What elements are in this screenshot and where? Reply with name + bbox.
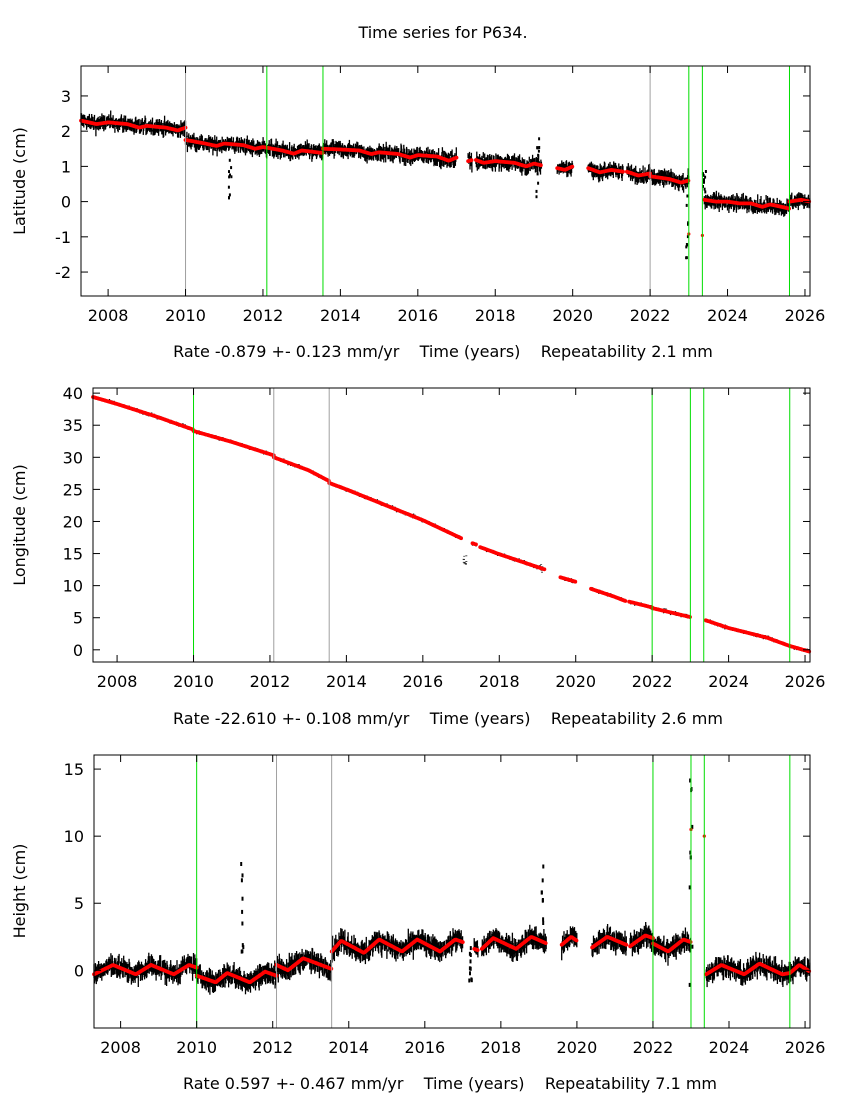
model-point bbox=[621, 169, 625, 174]
y-tick-label: -2 bbox=[55, 263, 71, 282]
x-tick-label: 2026 bbox=[785, 306, 826, 325]
plot-frame bbox=[80, 65, 811, 297]
x-axis-label: Rate -22.610 +- 0.108 mm/yr Time (years)… bbox=[173, 709, 723, 728]
y-tick-label: 20 bbox=[63, 512, 83, 531]
x-tick-label: 2016 bbox=[402, 672, 443, 691]
model-series bbox=[91, 395, 812, 654]
y-tick-label: 2 bbox=[61, 122, 71, 141]
y-tick-label: 3 bbox=[61, 87, 71, 106]
x-tick-label: 2014 bbox=[326, 672, 367, 691]
model-series bbox=[79, 118, 812, 238]
x-tick-label: 2018 bbox=[479, 672, 520, 691]
model-point bbox=[474, 542, 478, 547]
height-panel: Height (cm) Rate 0.597 +- 0.467 mm/yr Ti… bbox=[10, 754, 825, 1093]
x-tick-label: 2012 bbox=[243, 306, 284, 325]
x-tick-label: 2008 bbox=[88, 306, 129, 325]
x-tick-label: 2024 bbox=[708, 672, 749, 691]
y-tick-label: 0 bbox=[61, 193, 71, 212]
y-tick-label: 15 bbox=[63, 545, 83, 564]
y-tick-label: 30 bbox=[63, 448, 83, 467]
x-tick-label: 2008 bbox=[97, 672, 138, 691]
y-axis-label: Longitude (cm) bbox=[10, 464, 29, 586]
x-tick-label: 2018 bbox=[475, 306, 516, 325]
longitude-panel: Longitude (cm) Rate -22.610 +- 0.108 mm/… bbox=[10, 384, 825, 728]
model-point bbox=[459, 536, 463, 541]
y-axis-label: Height (cm) bbox=[10, 844, 29, 939]
model-point bbox=[454, 155, 459, 160]
x-tick-label: 2010 bbox=[165, 306, 206, 325]
x-tick-label: 2020 bbox=[552, 306, 593, 325]
y-tick-label: -1 bbox=[55, 228, 71, 247]
model-point bbox=[570, 164, 575, 169]
model-point bbox=[623, 599, 628, 603]
model-point bbox=[573, 579, 578, 584]
x-tick-label: 2014 bbox=[320, 306, 361, 325]
x-tick-label: 2012 bbox=[250, 672, 291, 691]
x-axis-label: Rate -0.879 +- 0.123 mm/yr Time (years) … bbox=[173, 342, 713, 361]
y-tick-label: 5 bbox=[73, 609, 83, 628]
model-point bbox=[542, 567, 547, 572]
y-tick-label: 1 bbox=[61, 157, 71, 176]
x-tick-label: 2022 bbox=[632, 672, 673, 691]
x-tick-label: 2022 bbox=[630, 306, 671, 325]
x-tick-label: 2024 bbox=[707, 306, 748, 325]
model-point bbox=[539, 163, 543, 168]
x-tick-label: 2026 bbox=[785, 672, 826, 691]
figure-title: Time series for P634. bbox=[357, 23, 527, 42]
y-tick-label: 40 bbox=[63, 384, 83, 403]
x-axis-label: Rate 0.597 +- 0.467 mm/yr Time (years) R… bbox=[183, 1074, 717, 1093]
observations bbox=[80, 110, 811, 260]
latitude-panel: Latitude (cm) Rate -0.879 +- 0.123 mm/yr… bbox=[10, 65, 826, 361]
y-tick-label: 0 bbox=[73, 641, 83, 660]
plot-frame bbox=[92, 387, 811, 663]
y-tick-label: 10 bbox=[63, 577, 83, 596]
x-tick-label: 2020 bbox=[555, 672, 596, 691]
y-tick-label: 35 bbox=[63, 416, 83, 435]
y-axis-label: Latitude (cm) bbox=[10, 127, 29, 235]
observations bbox=[93, 778, 811, 995]
x-tick-label: 2016 bbox=[397, 306, 438, 325]
model-point bbox=[469, 158, 474, 163]
y-tick-label: 25 bbox=[63, 480, 83, 499]
x-tick-label: 2010 bbox=[173, 672, 214, 691]
